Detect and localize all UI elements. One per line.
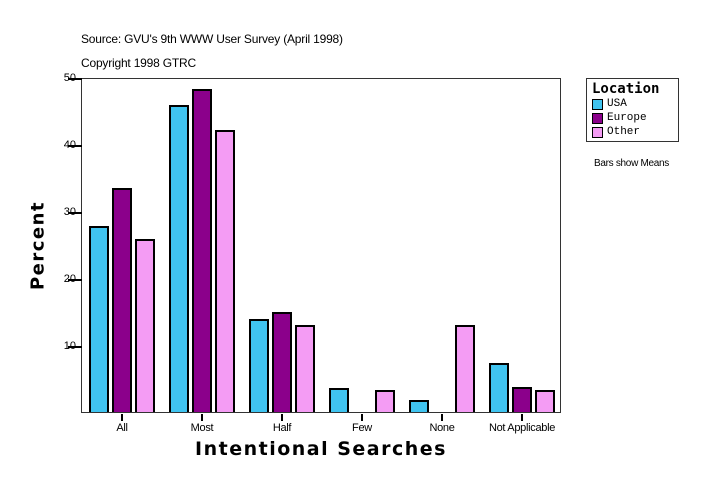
legend-item-other: Other bbox=[592, 125, 673, 139]
legend-label: USA bbox=[607, 98, 627, 110]
y-tick-label: 10 bbox=[63, 340, 76, 352]
x-tick-label: Half bbox=[272, 422, 292, 434]
chart-source: Source: GVU's 9th WWW User Survey (April… bbox=[81, 32, 343, 46]
bar-few-other bbox=[375, 389, 395, 412]
bar-not-applicable-europe bbox=[512, 387, 532, 412]
plot-area: 10 20 30 40 50 All Most Half Few None Not Applicab… bbox=[64, 72, 561, 434]
legend-label: Other bbox=[607, 126, 641, 138]
bar-half-other bbox=[295, 324, 315, 412]
y-tick bbox=[68, 78, 82, 80]
bar-half-usa bbox=[249, 318, 269, 412]
x-tick bbox=[441, 414, 443, 421]
y-tick-label: 20 bbox=[63, 273, 76, 285]
bar-most-usa bbox=[169, 105, 189, 412]
y-tick-label: 40 bbox=[63, 139, 76, 151]
legend-item-europe: Europe bbox=[592, 111, 673, 125]
x-tick-label: None bbox=[429, 422, 455, 434]
legend-swatch-usa bbox=[592, 98, 603, 110]
chart-copyright: Copyright 1998 GTRC bbox=[81, 56, 196, 70]
x-tick bbox=[521, 414, 523, 421]
bar-all-usa bbox=[89, 225, 109, 412]
x-tick bbox=[361, 414, 363, 421]
x-tick bbox=[201, 414, 203, 421]
bar-all-other bbox=[135, 239, 155, 412]
bar-none-usa bbox=[409, 399, 429, 412]
x-tick bbox=[121, 414, 123, 421]
y-tick-label: 30 bbox=[63, 206, 76, 218]
legend-swatch-other bbox=[592, 126, 603, 138]
legend: Location USA Europe Other bbox=[586, 78, 679, 142]
bar-few-usa bbox=[329, 387, 349, 412]
bar-half-europe bbox=[272, 312, 292, 412]
y-tick bbox=[68, 279, 82, 281]
x-tick-label: Few bbox=[352, 422, 372, 434]
x-tick bbox=[281, 414, 283, 421]
y-tick bbox=[68, 212, 82, 214]
x-tick-label: Most bbox=[190, 422, 214, 434]
bar-most-other bbox=[215, 129, 235, 412]
chart-note: Bars show Means bbox=[594, 158, 669, 169]
y-tick bbox=[68, 145, 82, 147]
bar-most-europe bbox=[192, 89, 212, 412]
legend-label: Europe bbox=[607, 112, 647, 124]
legend-item-usa: USA bbox=[592, 97, 673, 111]
bar-not-applicable-other bbox=[535, 389, 555, 412]
bar-all-europe bbox=[112, 188, 132, 412]
bar-none-other bbox=[455, 324, 475, 412]
x-axis-title: Intentional Searches bbox=[195, 438, 447, 460]
legend-swatch-europe bbox=[592, 112, 603, 124]
y-tick-label: 50 bbox=[63, 72, 76, 84]
legend-title: Location bbox=[592, 81, 660, 97]
y-tick bbox=[68, 346, 82, 348]
bar-not-applicable-usa bbox=[489, 363, 509, 412]
x-tick-label: Not Applicable bbox=[488, 422, 556, 434]
x-tick-label: All bbox=[116, 422, 128, 434]
